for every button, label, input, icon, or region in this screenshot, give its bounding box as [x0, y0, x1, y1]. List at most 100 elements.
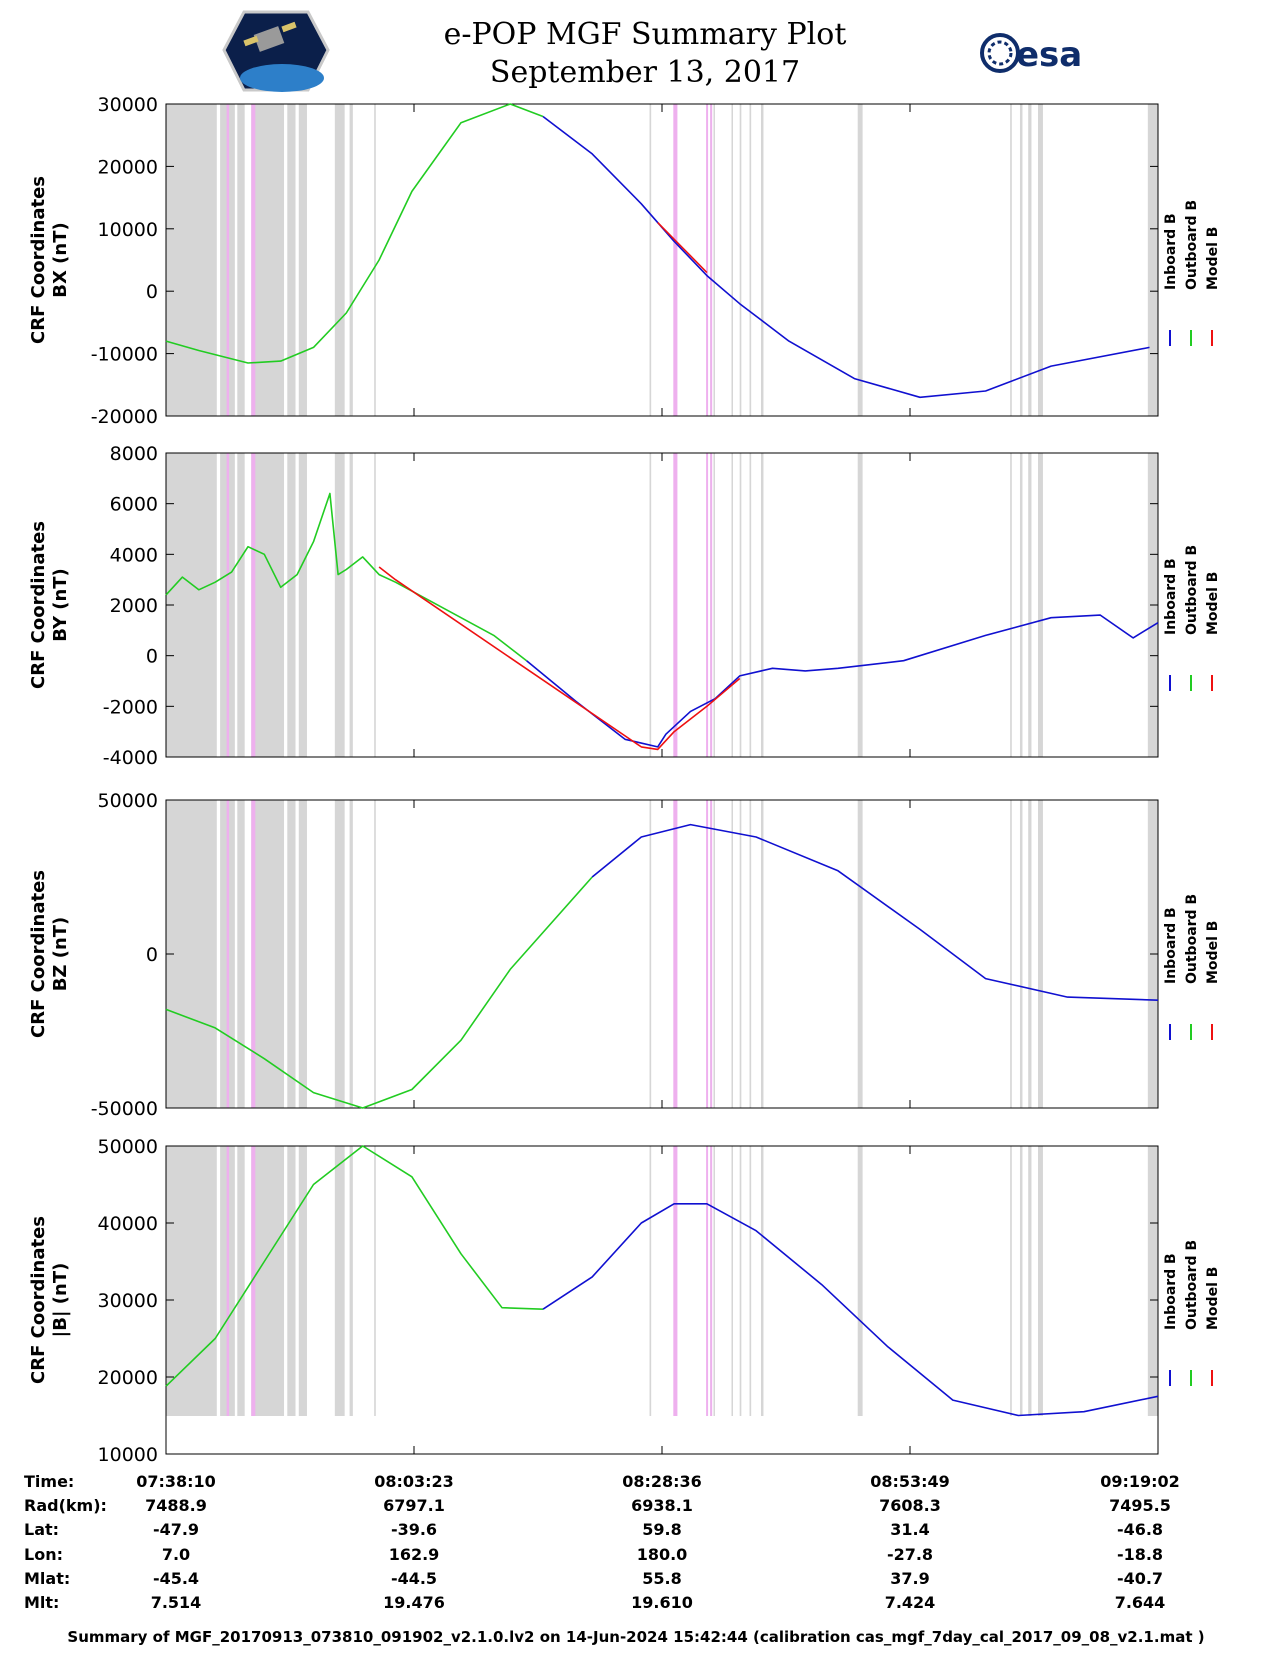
data-gap-band	[334, 800, 345, 1108]
info-row-label: Rad(km):	[24, 1496, 107, 1515]
legend-label: Inboard B	[1163, 1253, 1179, 1330]
data-gap-band	[1010, 1146, 1012, 1416]
data-gap-band	[731, 453, 733, 757]
data-gap-band	[857, 453, 863, 757]
data-gap-band	[166, 104, 217, 416]
event-band	[251, 1146, 256, 1416]
data-gap-band	[1019, 453, 1023, 757]
info-value: 7.0	[162, 1545, 190, 1564]
y-tick-label: 30000	[98, 1290, 158, 1312]
info-value: 6797.1	[383, 1496, 445, 1515]
data-gap-band	[237, 104, 245, 416]
event-band	[710, 104, 713, 416]
series-outboard-b	[165, 492, 528, 662]
data-gap-band	[713, 104, 715, 416]
y-tick-label: -10000	[91, 344, 158, 366]
legend-label: Outboard B	[1184, 1240, 1200, 1330]
panel-1: 30000 20000 10000 0 -10000 -20000 CRF Coordina…	[28, 94, 1221, 428]
plot-frame	[165, 799, 1159, 1109]
data-gap-band	[237, 800, 245, 1108]
x-tick-time-label: 08:28:36	[622, 1472, 702, 1491]
info-value: -47.9	[153, 1520, 199, 1539]
series-outboard-b	[165, 876, 593, 1109]
info-value: -46.8	[1117, 1520, 1163, 1539]
data-gap-band	[739, 800, 742, 1108]
data-gap-band	[166, 800, 217, 1108]
data-gap-band	[237, 1146, 245, 1416]
data-gap-band	[649, 453, 652, 757]
event-band	[706, 453, 709, 757]
data-gap-band	[1038, 104, 1043, 416]
plot-frame	[165, 1145, 1159, 1455]
data-gap-band	[649, 800, 652, 1108]
y-axis-label: CRF CoordinatesBX (nT)	[28, 176, 71, 344]
data-gap-band	[713, 800, 715, 1108]
y-tick-label: 50000	[98, 790, 158, 812]
data-gap-band	[857, 800, 863, 1108]
data-gap-band	[237, 453, 245, 757]
data-gap-band	[749, 453, 752, 757]
data-gap-band	[1028, 1146, 1032, 1416]
legend-label: Inboard B	[1163, 213, 1179, 290]
data-gap-band	[857, 104, 863, 416]
footer-caption: Summary of MGF_20170913_073810_091902_v2…	[67, 1628, 1204, 1646]
data-gap-band	[334, 453, 345, 757]
series-inboard-b	[542, 1203, 1159, 1417]
info-value: 19.476	[383, 1593, 445, 1612]
plot-title: e-POP MGF Summary Plot	[444, 17, 847, 52]
data-gap-band	[857, 1146, 863, 1416]
y-tick-label: -50000	[91, 1098, 158, 1120]
info-value: 59.8	[642, 1520, 681, 1539]
info-table: Time: Rad(km): Lat: Lon: Mlat: Mlt: 07:38:10 74…	[24, 1472, 1180, 1612]
y-tick-label: 30000	[98, 94, 158, 116]
y-tick-label: 40000	[98, 1213, 158, 1235]
data-gap-band	[761, 453, 764, 757]
event-band	[251, 800, 256, 1108]
series-inboard-b	[526, 614, 1159, 748]
data-gap-band	[1038, 800, 1043, 1108]
info-value: 6938.1	[631, 1496, 693, 1515]
event-band	[706, 1146, 709, 1416]
event-band	[251, 104, 256, 416]
event-band	[710, 800, 713, 1108]
info-value: -45.4	[153, 1569, 199, 1588]
legend-label: Outboard B	[1184, 545, 1200, 635]
panel-3: 50000 0 -50000 CRF CoordinatesBZ (nT) Inboar…	[28, 790, 1221, 1120]
data-gap-band	[731, 104, 733, 416]
data-gap-band	[298, 800, 307, 1108]
y-tick-label: 0	[146, 281, 158, 303]
data-gap-band	[1019, 104, 1023, 416]
info-value: 55.8	[642, 1569, 681, 1588]
data-gap-band	[349, 104, 353, 416]
data-gap-band	[251, 800, 285, 1108]
x-tick-time-label: 08:53:49	[870, 1472, 950, 1491]
y-tick-label: -2000	[103, 696, 158, 718]
plot-date: September 13, 2017	[490, 55, 800, 90]
series-model-b	[378, 566, 741, 751]
event-band	[673, 453, 678, 757]
data-gap-band	[739, 453, 742, 757]
data-gap-band	[1038, 1146, 1043, 1416]
event-band	[673, 104, 678, 416]
y-tick-label: 0	[146, 944, 158, 966]
series-model-b	[657, 222, 708, 274]
info-value: -40.7	[1117, 1569, 1163, 1588]
info-value: -39.6	[391, 1520, 437, 1539]
info-row-label: Mlat:	[24, 1569, 70, 1588]
data-gap-band	[1010, 800, 1012, 1108]
data-gap-band	[287, 453, 296, 757]
data-gap-band	[1010, 453, 1012, 757]
legend-label: Model B	[1205, 572, 1221, 635]
data-gap-band	[166, 1146, 217, 1416]
x-tick-time-label: 09:19:02	[1100, 1472, 1180, 1491]
info-value: -27.8	[887, 1545, 933, 1564]
y-tick-label: 20000	[98, 156, 158, 178]
data-gap-band	[1147, 1146, 1158, 1416]
series-outboard-b	[165, 103, 544, 364]
panel-2: 8000 6000 4000 2000 0 -2000 -4000 CRF Coordinat…	[28, 443, 1221, 769]
event-band	[710, 1146, 713, 1416]
data-gap-band	[251, 453, 285, 757]
data-gap-band	[334, 104, 345, 416]
y-tick-label: -4000	[103, 747, 158, 769]
